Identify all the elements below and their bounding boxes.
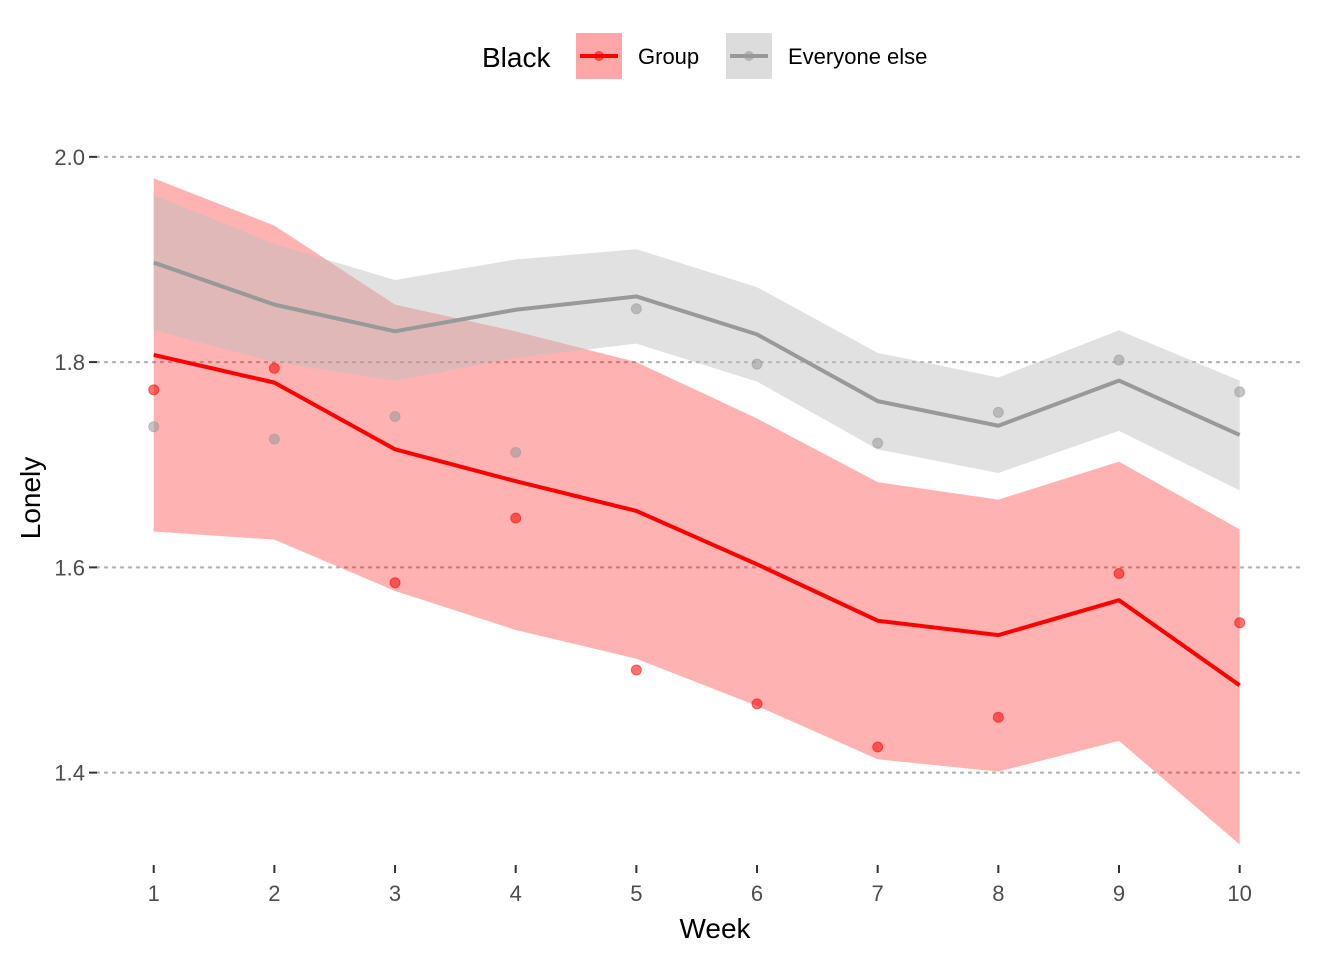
- data-point-group: [992, 711, 1004, 723]
- x-tick-label: 5: [630, 881, 642, 906]
- y-tick-label: 2.0: [54, 145, 85, 170]
- legend-title: Black: [482, 42, 551, 73]
- y-tick-label: 1.4: [54, 761, 85, 786]
- x-tick-label: 4: [510, 881, 522, 906]
- data-point-group: [510, 512, 522, 524]
- axes: 1.4 1.6 1.8 2.0 1 2 3 4 5 6 7 8 9 10: [54, 145, 1252, 906]
- data-point-everyone-else: [1234, 386, 1246, 398]
- data-point-everyone-else: [148, 421, 160, 433]
- x-tick-label: 1: [148, 881, 160, 906]
- x-tick-label: 3: [389, 881, 401, 906]
- fitted-lines: [153, 260, 1241, 688]
- data-point-group: [268, 362, 280, 374]
- legend-point-everyone-else: [744, 51, 754, 61]
- data-point-group: [148, 384, 160, 396]
- data-point-everyone-else: [992, 406, 1004, 418]
- data-point-group: [872, 741, 884, 753]
- data-point-everyone-else: [751, 358, 763, 370]
- data-point-group: [1234, 617, 1246, 629]
- data-point-everyone-else: [872, 437, 884, 449]
- legend-label-group: Group: [638, 44, 699, 69]
- ribbon-group: [153, 178, 1240, 845]
- x-axis-title: Week: [679, 913, 751, 944]
- data-point-everyone-else: [630, 303, 642, 315]
- y-axis-title: Lonely: [15, 457, 46, 540]
- x-tick-label: 2: [268, 881, 280, 906]
- data-point-group: [630, 664, 642, 676]
- x-tick-label: 9: [1113, 881, 1125, 906]
- line-everyone-else: [153, 260, 1241, 437]
- data-point-everyone-else: [1113, 354, 1125, 366]
- y-tick-label: 1.8: [54, 350, 85, 375]
- x-tick-label: 8: [992, 881, 1004, 906]
- data-point-group: [751, 698, 763, 710]
- ribbon-everyone-else: [153, 194, 1240, 491]
- x-tick-label: 10: [1227, 881, 1251, 906]
- data-point-group: [1113, 568, 1125, 580]
- grid-lines: [95, 155, 1302, 774]
- y-tick-label: 1.6: [54, 555, 85, 580]
- data-point-everyone-else: [510, 446, 522, 458]
- x-tick-label: 7: [872, 881, 884, 906]
- legend: Black Group Everyone else: [482, 33, 927, 79]
- x-tick-label: 6: [751, 881, 763, 906]
- legend-label-everyone-else: Everyone else: [788, 44, 927, 69]
- observed-points: [148, 303, 1246, 753]
- data-point-group: [389, 577, 401, 589]
- confidence-ribbons: [153, 178, 1240, 845]
- legend-point-group: [594, 51, 604, 61]
- data-point-everyone-else: [268, 433, 280, 445]
- data-point-everyone-else: [389, 411, 401, 422]
- line-group: [153, 352, 1241, 688]
